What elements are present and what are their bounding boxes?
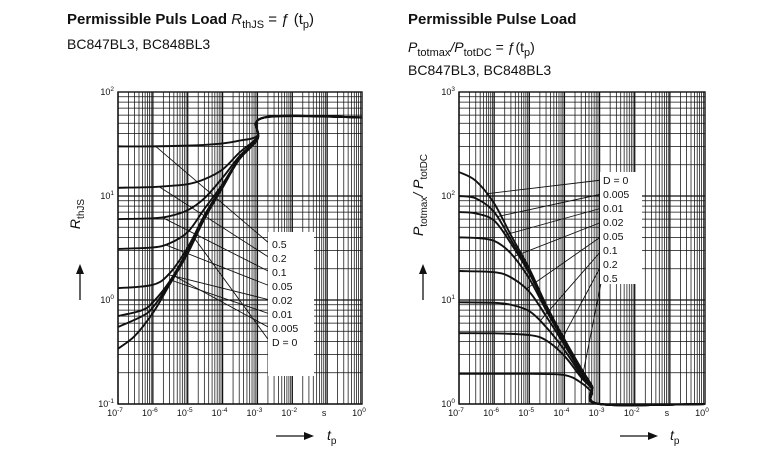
series-label-1: 0.2 [272, 253, 287, 265]
right-plot-grid [458, 91, 706, 405]
x-tick-label: 10-3 [589, 407, 605, 418]
x-tick-label: 10-3 [247, 407, 263, 418]
right-chart-formula: Ptotmax/PtotDC = ƒ(tp) [408, 39, 535, 59]
right-x-axis-title: tp [670, 427, 680, 447]
series-leader-3 [513, 221, 603, 258]
left-y-axis-label: RthJS [67, 199, 87, 229]
x-tick-label: 10-7 [448, 407, 464, 418]
series-label-2: 0.1 [272, 267, 287, 279]
left-y-arrow [76, 264, 84, 300]
series-curve-7 [459, 372, 706, 406]
plot-frame [458, 91, 706, 405]
series-label-1: 0.005 [603, 189, 629, 201]
right-plot: D = 0 0.005 0.01 0.02 0.05 0.1 0.2 0.5 10-7 10-6… [441, 86, 709, 418]
x-tick-label: 100 [352, 407, 366, 418]
right-chart-header: Permissible Pulse Load Ptotmax/PtotDC = … [408, 11, 576, 78]
series-label-4: 0.02 [272, 295, 293, 307]
series-label-6: 0.2 [603, 259, 618, 271]
x-tick-label: s [665, 408, 670, 418]
series-leader-0 [155, 145, 271, 245]
left-chart-title: Permissible Puls Load RthJS = ƒ (tp) [67, 11, 314, 31]
series-label-2: 0.01 [603, 203, 624, 215]
x-tick-label: 10-6 [483, 407, 499, 418]
left-plot-y-ticks: 10-1 100 101 102 [98, 86, 114, 409]
series-leader-7 [194, 238, 271, 343]
y-tick-label: 103 [441, 86, 455, 97]
series-label-0: 0.5 [272, 239, 287, 251]
series-leader-4 [525, 235, 603, 290]
left-x-axis-title: tp [327, 427, 337, 447]
x-tick-label: 10-6 [142, 407, 158, 418]
y-tick-label: 102 [100, 86, 114, 97]
right-plot-leaders [486, 179, 603, 383]
right-y-axis-title: Ptotmax/ PtotDC [410, 154, 430, 236]
series-label-4: 0.05 [603, 231, 624, 243]
x-tick-label: 10-2 [624, 407, 640, 418]
series-curve-7 [117, 114, 363, 350]
series-label-5: 0.1 [603, 245, 618, 257]
series-label-5: 0.01 [272, 309, 293, 321]
left-x-arrow [276, 432, 314, 440]
left-plot-x-ticks: 10-7 10-6 10-5 10-4 10-3 10-2 s 100 [107, 407, 366, 418]
y-tick-label: 100 [100, 294, 114, 305]
right-x-arrow [620, 432, 658, 440]
left-plot: 0.5 0.2 0.1 0.05 0.02 0.01 0.005 D = 0 10-7 10-6… [98, 86, 366, 418]
y-tick-label: 101 [100, 190, 114, 201]
series-label-box [600, 172, 642, 284]
series-leader-7 [580, 277, 603, 383]
series-label-6: 0.005 [272, 323, 298, 335]
left-chart-header: Permissible Puls Load RthJS = ƒ (tp) BC8… [67, 11, 314, 52]
series-leader-2 [504, 207, 603, 236]
y-tick-label: 100 [441, 398, 455, 409]
series-label-3: 0.05 [272, 281, 293, 293]
left-chart-subtitle: BC847BL3, BC848BL3 [67, 36, 210, 52]
y-tick-label: 10-1 [98, 398, 114, 409]
series-leader-4 [167, 274, 271, 301]
series-label-box [268, 232, 314, 376]
x-tick-label: 10-2 [281, 407, 297, 418]
right-chart-subtitle: BC847BL3, BC848BL3 [408, 62, 551, 78]
series-label-7: D = 0 [272, 337, 298, 349]
right-plot-y-ticks: 100 101 102 103 [441, 86, 455, 409]
x-tick-label: 100 [695, 407, 709, 418]
left-plot-leaders [155, 145, 271, 343]
series-leader-5 [539, 249, 603, 322]
series-leader-3 [164, 244, 271, 287]
y-tick-label: 101 [441, 294, 455, 305]
left-plot-series-labels: 0.5 0.2 0.1 0.05 0.02 0.01 0.005 D = 0 [268, 232, 314, 376]
x-tick-label: 10-5 [518, 407, 534, 418]
right-y-axis-label: Ptotmax/ PtotDC [410, 154, 430, 236]
series-leader-6 [556, 263, 603, 350]
y-tick-label: 102 [441, 190, 455, 201]
series-leader-0 [486, 179, 603, 195]
series-label-0: D = 0 [603, 175, 629, 187]
x-tick-label: 10-7 [107, 407, 123, 418]
right-plot-series-labels: D = 0 0.005 0.01 0.02 0.05 0.1 0.2 0.5 [600, 172, 642, 285]
right-plot-curves [458, 171, 706, 407]
series-label-3: 0.02 [603, 217, 624, 229]
x-tick-label: 10-4 [554, 407, 570, 418]
series-leader-1 [158, 186, 271, 259]
series-leader-2 [161, 216, 271, 273]
x-tick-label: 10-5 [177, 407, 193, 418]
series-leader-5 [170, 279, 271, 315]
series-label-7: 0.5 [603, 273, 618, 285]
right-plot-x-ticks: 10-7 10-6 10-5 10-4 10-3 10-2 s 100 [448, 407, 709, 418]
x-tick-label: 10-4 [212, 407, 228, 418]
series-leader-1 [496, 193, 603, 218]
right-y-arrow [419, 264, 427, 300]
right-chart-title: Permissible Pulse Load [408, 11, 576, 28]
x-tick-label: s [322, 408, 327, 418]
left-y-axis-title: RthJS [67, 199, 87, 229]
